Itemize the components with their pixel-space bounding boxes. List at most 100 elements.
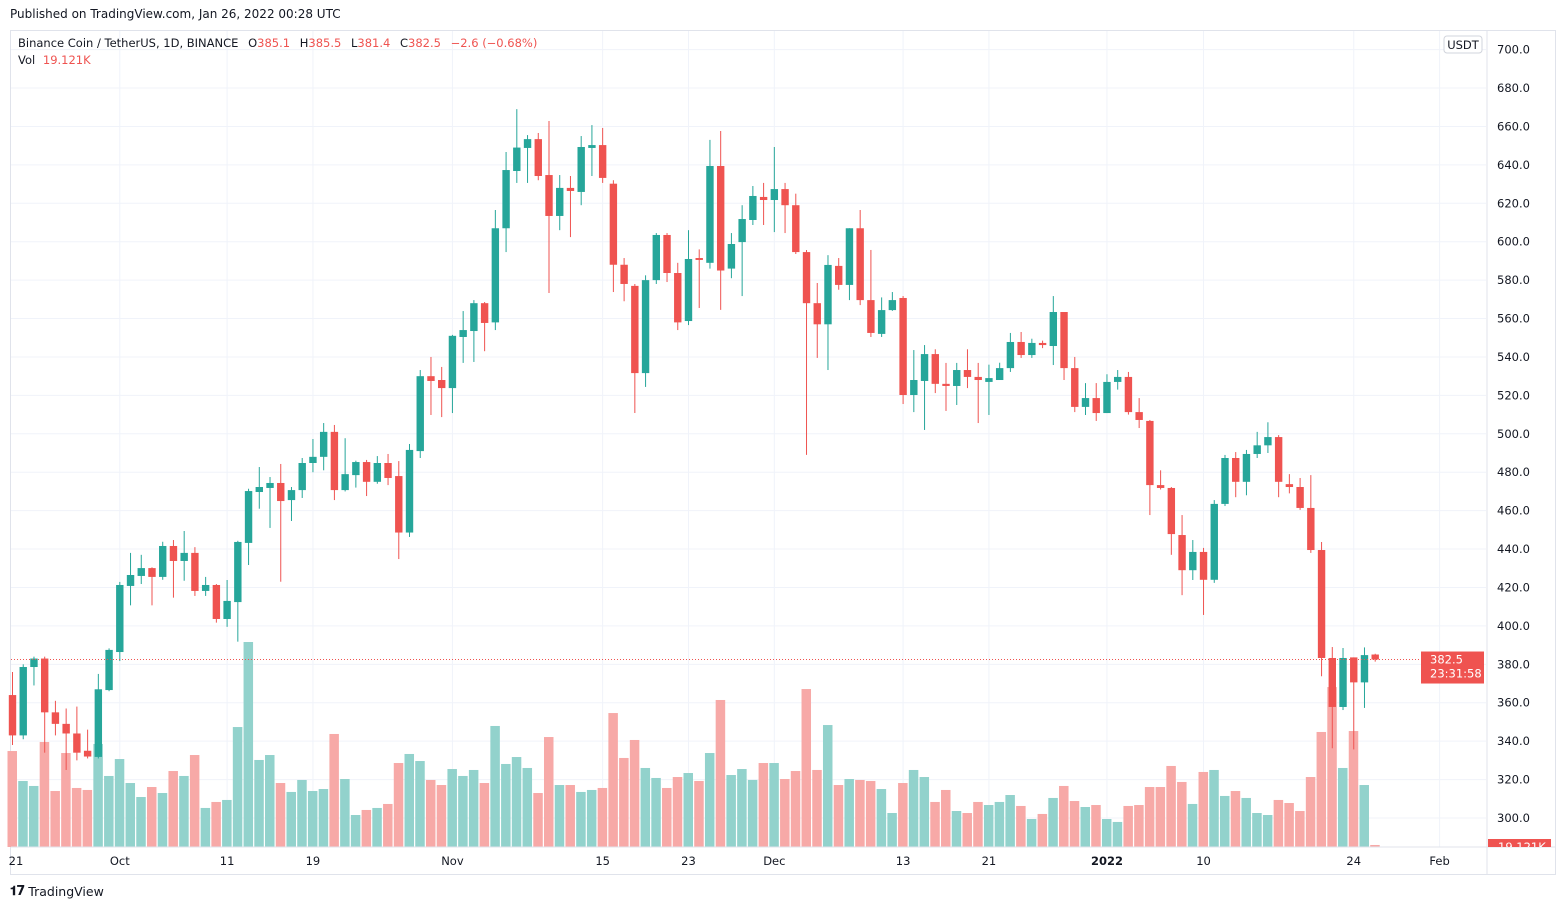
candle-body <box>105 649 113 691</box>
footer-brand[interactable]: 𝟏7 TradingView <box>10 884 104 899</box>
candle <box>298 458 306 498</box>
volume-bar <box>855 779 865 847</box>
candle <box>566 176 575 238</box>
candle-body <box>792 205 800 253</box>
volume-bar <box>350 815 361 847</box>
volume-bar <box>1348 731 1359 847</box>
volume-bar <box>898 783 908 847</box>
candle <box>652 233 660 284</box>
volume-bar <box>1219 795 1230 847</box>
candle-body <box>1221 458 1229 504</box>
close-label: C <box>399 36 409 50</box>
candle <box>1264 422 1272 454</box>
candle <box>116 581 124 662</box>
candle <box>845 228 854 301</box>
candle <box>319 423 328 471</box>
candle <box>427 356 435 415</box>
candle <box>523 135 532 183</box>
candle-body <box>867 300 875 333</box>
volume-bar <box>1080 807 1090 847</box>
candle <box>1028 338 1036 358</box>
candle <box>716 131 725 310</box>
candle-body <box>1285 484 1294 488</box>
candle-body <box>1274 437 1283 482</box>
volume-bar <box>114 759 125 847</box>
candle <box>835 258 843 290</box>
candle-body <box>405 449 414 533</box>
candle <box>201 576 210 596</box>
volume-bar <box>501 763 511 847</box>
candle <box>480 302 489 352</box>
volume-bar <box>1370 844 1380 847</box>
candle <box>1253 431 1261 459</box>
volume-bar <box>393 763 404 847</box>
volume-bar <box>812 769 822 847</box>
candle <box>169 540 178 598</box>
candle-body <box>459 330 467 337</box>
candle <box>459 311 467 363</box>
candle <box>674 262 682 331</box>
candle <box>373 456 382 484</box>
candle-body <box>577 146 585 192</box>
volume-bar <box>211 801 221 847</box>
volume-bar <box>1305 777 1316 847</box>
candle <box>1242 449 1251 496</box>
candle-body <box>856 228 864 301</box>
candle <box>534 132 542 181</box>
candle-body <box>1049 312 1058 347</box>
time-tick-label: Feb <box>1429 854 1449 868</box>
last-volume-value: 19.121K <box>1498 840 1546 854</box>
time-axis[interactable]: 21 Oct 11 19 Nov 15 23 Dec 13 21 2022 10 24 Feb <box>9 854 1450 868</box>
price-tick-label: 540.0 <box>1497 350 1530 364</box>
candle-body <box>566 187 575 191</box>
grid <box>11 31 1486 847</box>
candle <box>1071 356 1079 413</box>
price-tick-label: 380.0 <box>1497 657 1530 671</box>
currency-label: USDT <box>1447 38 1480 52</box>
last-volume-tag: 19.121K <box>1488 839 1551 854</box>
candle <box>556 175 564 231</box>
candle <box>191 547 199 596</box>
candle-body <box>824 264 832 325</box>
candle-body <box>83 750 92 757</box>
volume-bar <box>747 779 758 847</box>
candle-body <box>73 733 81 753</box>
candle-body <box>234 541 242 603</box>
volume-bar <box>983 805 994 847</box>
volume-bar <box>1091 805 1101 847</box>
candle-body <box>277 482 285 502</box>
volume-bars <box>7 642 1380 847</box>
time-tick-label: 23 <box>681 854 696 868</box>
time-tick-label: 13 <box>896 854 911 868</box>
candle-body <box>319 431 328 457</box>
candle-body <box>1028 342 1036 356</box>
symbol-title[interactable]: Binance Coin / TetherUS, 1D, BINANCE <box>18 36 239 50</box>
candle-body <box>716 166 725 271</box>
candle-body <box>534 139 542 177</box>
volume-bar <box>1177 781 1187 847</box>
candle-body <box>298 462 306 491</box>
candle <box>94 673 103 759</box>
candle-body <box>1242 453 1251 482</box>
candle-body <box>1071 368 1079 407</box>
candle <box>1113 370 1122 390</box>
currency-badge[interactable]: USDT <box>1443 35 1483 54</box>
candle <box>888 292 897 311</box>
volume-bar <box>629 739 640 847</box>
candle-body <box>1189 551 1197 571</box>
candle-body <box>1307 507 1315 551</box>
candle-body <box>695 258 703 260</box>
candle <box>1296 477 1304 510</box>
candle <box>792 193 800 254</box>
volume-bar <box>1316 731 1327 847</box>
candle-body <box>1103 381 1111 414</box>
tradingview-logo-icon: 𝟏7 <box>10 884 25 899</box>
volume-label[interactable]: Vol <box>18 53 36 67</box>
candle <box>545 121 553 293</box>
price-axis[interactable]: 300.0 320.0 340.0 360.0 380.0 400.0 420.0 440.0… <box>1497 43 1530 825</box>
volume-bar <box>425 779 436 847</box>
candle-body <box>470 303 478 332</box>
candle-body <box>19 667 27 736</box>
candle <box>180 531 188 581</box>
